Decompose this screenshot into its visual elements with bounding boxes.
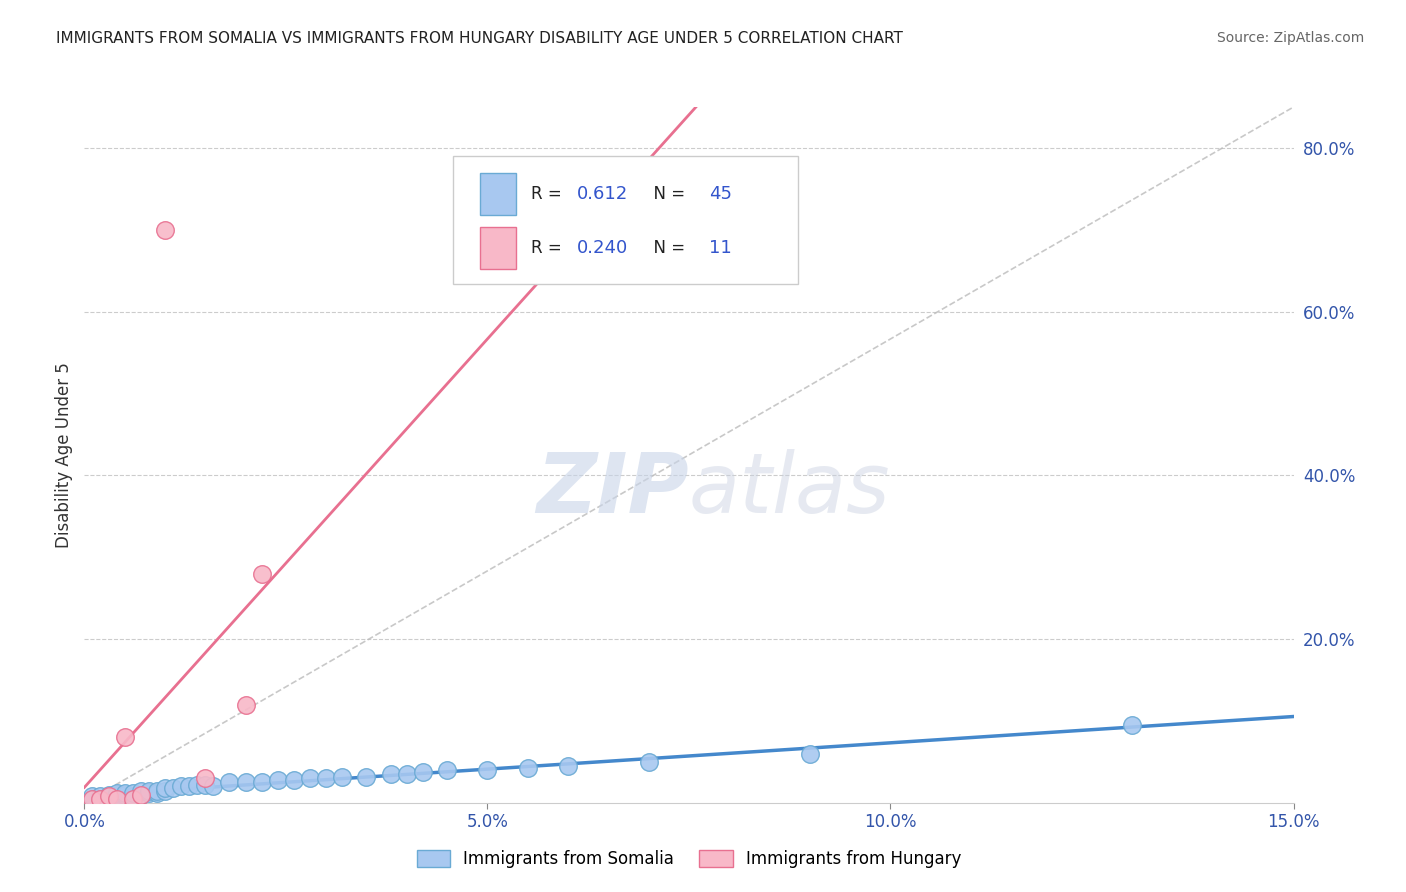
Point — [202, 780, 225, 794]
FancyBboxPatch shape — [479, 227, 516, 269]
FancyBboxPatch shape — [479, 173, 516, 215]
Point — [105, 788, 128, 802]
Text: 45: 45 — [710, 185, 733, 203]
Point — [121, 791, 143, 805]
Point — [283, 772, 305, 787]
Point — [146, 783, 169, 797]
Point — [114, 788, 136, 802]
Text: R =: R = — [530, 239, 567, 257]
Text: atlas: atlas — [689, 450, 890, 530]
Point — [235, 775, 257, 789]
Point — [89, 789, 111, 804]
Point — [97, 789, 120, 804]
Point — [380, 767, 402, 781]
Point — [267, 772, 290, 787]
Point — [89, 791, 111, 805]
Point — [412, 764, 434, 779]
Point — [129, 788, 152, 802]
Point — [477, 763, 499, 777]
Point — [105, 786, 128, 800]
Point — [557, 759, 579, 773]
Point — [153, 780, 176, 795]
Point — [799, 747, 821, 761]
Point — [637, 755, 659, 769]
Point — [129, 783, 152, 797]
Point — [121, 789, 143, 804]
Point — [114, 786, 136, 800]
Y-axis label: Disability Age Under 5: Disability Age Under 5 — [55, 362, 73, 548]
Point — [170, 780, 193, 794]
Text: IMMIGRANTS FROM SOMALIA VS IMMIGRANTS FROM HUNGARY DISABILITY AGE UNDER 5 CORREL: IMMIGRANTS FROM SOMALIA VS IMMIGRANTS FR… — [56, 31, 903, 46]
Point — [89, 791, 111, 805]
Point — [186, 778, 208, 792]
Point — [1121, 718, 1143, 732]
Point — [162, 780, 184, 795]
Point — [121, 786, 143, 800]
Text: N =: N = — [643, 239, 690, 257]
Point — [153, 783, 176, 797]
Point — [97, 789, 120, 804]
Point — [250, 566, 273, 581]
FancyBboxPatch shape — [453, 156, 797, 285]
Text: N =: N = — [643, 185, 690, 203]
Point — [146, 786, 169, 800]
Text: R =: R = — [530, 185, 567, 203]
Text: 0.612: 0.612 — [576, 185, 627, 203]
Point — [218, 775, 240, 789]
Point — [330, 770, 353, 784]
Point — [250, 775, 273, 789]
Point — [235, 698, 257, 712]
Text: ZIP: ZIP — [536, 450, 689, 530]
Legend: Immigrants from Somalia, Immigrants from Hungary: Immigrants from Somalia, Immigrants from… — [411, 843, 967, 874]
Point — [82, 789, 104, 804]
Point — [194, 778, 217, 792]
Point — [194, 771, 217, 785]
Point — [356, 770, 378, 784]
Point — [138, 783, 160, 797]
Point — [299, 771, 322, 785]
Point — [129, 788, 152, 802]
Point — [395, 767, 418, 781]
Point — [436, 763, 458, 777]
Point — [97, 788, 120, 802]
Text: Source: ZipAtlas.com: Source: ZipAtlas.com — [1216, 31, 1364, 45]
Point — [82, 791, 104, 805]
Point — [153, 223, 176, 237]
Point — [82, 791, 104, 805]
Point — [138, 786, 160, 800]
Text: 11: 11 — [710, 239, 733, 257]
Point — [315, 771, 337, 785]
Point — [179, 780, 201, 794]
Point — [114, 731, 136, 745]
Text: 0.240: 0.240 — [576, 239, 627, 257]
Point — [105, 791, 128, 805]
Point — [516, 761, 538, 775]
